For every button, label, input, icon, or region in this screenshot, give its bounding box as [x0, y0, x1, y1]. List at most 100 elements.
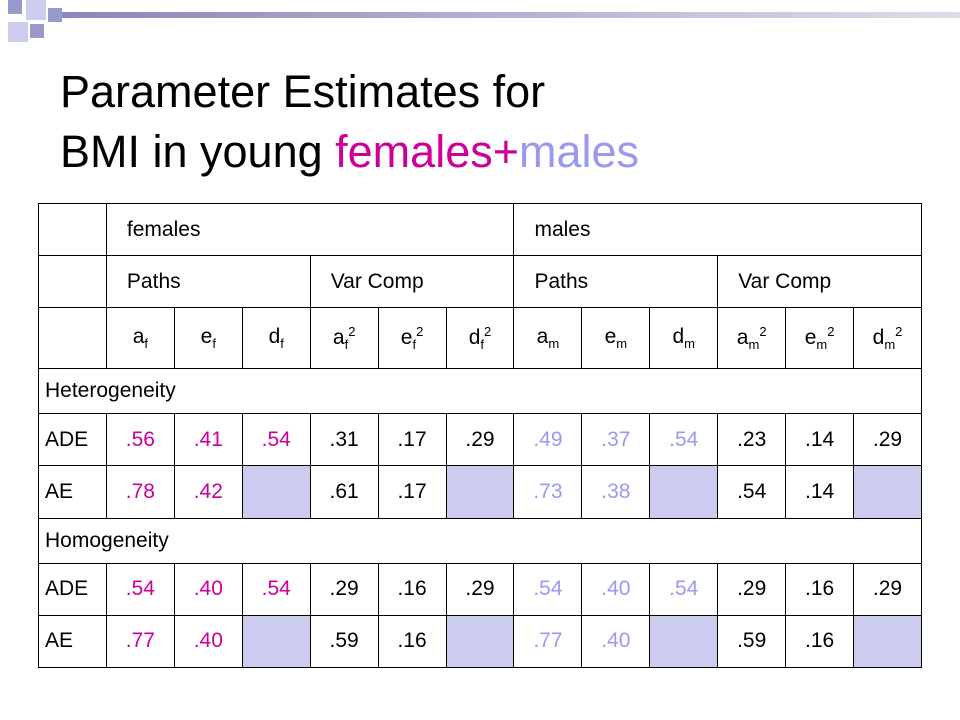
value-cell: .54 — [649, 413, 719, 467]
symbol-sub: m — [884, 337, 896, 353]
title-text: BMI in young — [60, 126, 336, 177]
model-label: ADE — [38, 413, 107, 467]
value-cell: .54 — [649, 562, 719, 616]
value-cell: .29 — [445, 413, 515, 467]
symbol-sub: f — [480, 337, 485, 353]
group-header: females — [105, 202, 515, 257]
value-cell: .40 — [173, 614, 243, 669]
value-cell: .31 — [309, 413, 379, 467]
value-cell: .59 — [717, 614, 787, 669]
symbol-base: a — [132, 325, 145, 349]
symbol-header: am — [513, 307, 583, 370]
value-cell: .17 — [377, 413, 447, 467]
value-cell: .59 — [309, 614, 379, 669]
model-label: AE — [38, 465, 107, 519]
value-cell: .77 — [513, 614, 583, 669]
symbol-sub: f — [280, 336, 284, 352]
symbol-header: em — [581, 307, 651, 370]
symbol-header: af — [105, 307, 175, 370]
title: Parameter Estimates for BMI in young fema… — [60, 62, 639, 182]
decor — [8, 22, 28, 42]
section-row: Heterogeneity — [38, 368, 922, 415]
symbol-sub: m — [548, 336, 560, 352]
section-label: Homogeneity — [38, 517, 922, 564]
title-plus: + — [492, 126, 520, 177]
sub-header: Paths — [513, 255, 719, 309]
value-cell: .16 — [785, 562, 855, 616]
symbol-sup: 2 — [895, 324, 903, 340]
header-row: af ef df af2 ef2 df2 am em dm am2 em2 dm2 — [38, 307, 922, 370]
data-row: ADE .54.40.54.29.16.29.54.40.54.29.16.29 — [38, 562, 922, 616]
symbol-base: a — [332, 326, 345, 350]
value-cell: .14 — [785, 465, 855, 519]
symbol-base: a — [536, 325, 549, 349]
value-cell: .23 — [717, 413, 787, 467]
header-row: females males — [38, 202, 922, 257]
data-row: AE .77.40.59.16.77.40.59.16 — [38, 614, 922, 669]
value-cell: .56 — [105, 413, 175, 467]
symbol-base: d — [468, 326, 481, 350]
decor — [8, 0, 22, 14]
title-females: females — [335, 126, 493, 177]
empty-cell — [649, 465, 719, 519]
symbol-sup: 2 — [827, 324, 835, 340]
empty-cell — [241, 614, 311, 669]
header-row: Paths Var Comp Paths Var Comp — [38, 255, 922, 309]
value-cell: .38 — [581, 465, 651, 519]
value-cell: .41 — [173, 413, 243, 467]
corner-cell — [38, 202, 107, 257]
value-cell: .54 — [241, 413, 311, 467]
sub-header: Var Comp — [309, 255, 515, 309]
corner-cell — [38, 255, 107, 309]
empty-cell — [649, 614, 719, 669]
symbol-header: df2 — [445, 307, 515, 370]
symbol-header: dm2 — [853, 307, 922, 370]
value-cell: .16 — [377, 562, 447, 616]
value-cell: .29 — [853, 562, 922, 616]
value-cell: .42 — [173, 465, 243, 519]
value-cell: .54 — [717, 465, 787, 519]
value-cell: .29 — [309, 562, 379, 616]
value-cell: .29 — [853, 413, 922, 467]
symbol-header: af2 — [309, 307, 379, 370]
value-cell: .54 — [513, 562, 583, 616]
symbol-sub: m — [816, 337, 828, 353]
decor — [48, 8, 62, 22]
value-cell: .17 — [377, 465, 447, 519]
symbol-sub: m — [616, 336, 628, 352]
value-cell: .54 — [105, 562, 175, 616]
group-header: males — [513, 202, 922, 257]
sub-header: Paths — [105, 255, 311, 309]
symbol-sub: f — [144, 336, 149, 352]
section-label: Heterogeneity — [38, 368, 922, 415]
value-cell: .40 — [581, 614, 651, 669]
symbol-base: e — [200, 325, 213, 349]
symbol-header: df — [241, 307, 311, 370]
value-cell: .49 — [513, 413, 583, 467]
symbol-base: e — [400, 326, 413, 350]
value-cell: .16 — [377, 614, 447, 669]
symbol-base: d — [268, 325, 281, 349]
symbol-base: a — [736, 326, 749, 350]
symbol-sub: m — [748, 337, 760, 353]
value-cell: .54 — [241, 562, 311, 616]
symbol-sub: f — [344, 337, 349, 353]
value-cell: .29 — [445, 562, 515, 616]
symbol-header: dm — [649, 307, 719, 370]
symbol-sup: 2 — [759, 324, 767, 340]
model-label: ADE — [38, 562, 107, 616]
data-row: AE .78.42 .61.17 .73.38 .54.14 — [38, 465, 922, 519]
value-cell: .77 — [105, 614, 175, 669]
symbol-base: d — [872, 326, 885, 350]
data-row: ADE .56.41.54.31.17.29.49.37.54.23.14.29 — [38, 413, 922, 467]
symbol-sup: 2 — [416, 324, 424, 340]
value-cell: .14 — [785, 413, 855, 467]
empty-cell — [241, 465, 311, 519]
value-cell: .37 — [581, 413, 651, 467]
value-cell: .78 — [105, 465, 175, 519]
estimates-table: females males Paths Var Comp Paths Var Comp af… — [38, 202, 922, 669]
symbol-header: am2 — [717, 307, 787, 370]
symbol-sup: 2 — [484, 324, 492, 340]
value-cell: .61 — [309, 465, 379, 519]
